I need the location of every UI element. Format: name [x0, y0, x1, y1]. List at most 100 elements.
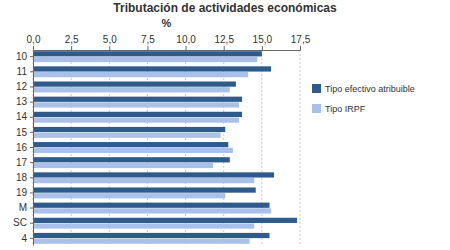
bar	[33, 87, 230, 92]
tick-label: 4	[21, 233, 27, 244]
tick-mark	[186, 46, 187, 50]
tick: 17	[16, 157, 33, 168]
tick: 10	[16, 51, 33, 62]
bar	[33, 208, 271, 213]
tick-mark	[30, 117, 33, 118]
tick: 12	[16, 81, 33, 92]
bar	[33, 51, 262, 56]
legend-label: Tipo IRPF	[325, 104, 366, 114]
tick-label: 16	[16, 142, 28, 153]
tick-label: 0,0	[27, 34, 41, 45]
tick-mark	[30, 162, 33, 163]
tick-label: 7,5	[141, 34, 155, 45]
bar	[33, 117, 239, 122]
grid-line	[261, 50, 262, 245]
tick-label: 17	[16, 157, 28, 168]
tick-label: 2,5	[65, 34, 79, 45]
bar	[33, 112, 242, 117]
tick-label: 13	[16, 96, 28, 107]
tick-mark	[30, 223, 33, 224]
tick-mark	[30, 71, 33, 72]
tick-label: 5,0	[103, 34, 117, 45]
bar	[33, 233, 269, 238]
tick: 5,0	[103, 34, 117, 50]
tick-mark	[30, 238, 33, 239]
bar	[33, 218, 297, 223]
legend-swatch	[312, 104, 321, 113]
bar	[33, 193, 225, 198]
grid-line	[109, 50, 110, 245]
tick: 18	[16, 172, 33, 183]
tick: 0,0	[27, 34, 41, 50]
tick: 14	[16, 111, 33, 122]
bar	[33, 172, 274, 177]
tick-mark	[30, 86, 33, 87]
tick-mark	[147, 46, 148, 50]
grid	[33, 50, 300, 245]
legend-label: Tipo efectivo atribuible	[325, 84, 415, 94]
tick-mark	[224, 46, 225, 50]
axis-line	[34, 50, 301, 51]
tick: SC	[13, 217, 33, 228]
tick: 15,0	[253, 34, 273, 50]
tick-mark	[30, 102, 33, 103]
tick: 12,5	[214, 34, 234, 50]
tick-label: 15,0	[253, 34, 273, 45]
bar	[33, 223, 254, 228]
tick: 11	[17, 66, 33, 77]
tick-label: SC	[13, 217, 27, 228]
bar	[33, 239, 250, 244]
bar	[33, 102, 239, 107]
tick-label: 12,5	[214, 34, 234, 45]
tick: 7,5	[141, 34, 155, 50]
tick: 13	[16, 96, 33, 107]
tick-label: 11	[17, 66, 28, 77]
tick-label: 18	[16, 172, 28, 183]
chart: Tributación de actividades económicas 0,0…	[0, 0, 450, 250]
bar	[33, 81, 236, 86]
tick-label: 14	[16, 111, 28, 122]
grid-line	[300, 50, 301, 245]
bar	[33, 142, 228, 147]
bar	[33, 178, 254, 183]
grid-line	[223, 50, 224, 245]
tick-mark	[33, 46, 34, 50]
tick: 16	[16, 142, 33, 153]
grid-line	[71, 50, 72, 245]
tick: 4	[21, 233, 33, 244]
tick-mark	[30, 208, 33, 209]
tick-mark	[30, 192, 33, 193]
tick-label: 15	[16, 127, 28, 138]
tick-label: 10,0	[176, 34, 196, 45]
legend-swatch	[312, 84, 321, 93]
grid-line	[147, 50, 148, 245]
bar	[33, 127, 225, 132]
bar	[33, 148, 233, 153]
tick-label: 12	[16, 81, 28, 92]
tick-mark	[30, 147, 33, 148]
tick-label: 10	[16, 51, 28, 62]
axis-line	[33, 51, 34, 246]
tick-mark	[30, 56, 33, 57]
x-axis: 0,0 2,5 5,0 7,5 10,0 12,5 15,0 17,5	[27, 34, 311, 51]
bar	[33, 203, 269, 208]
axis-title: %	[162, 17, 172, 29]
bar	[33, 72, 248, 77]
grid-line	[185, 50, 186, 245]
tick-mark	[300, 46, 301, 50]
tick: 17,5	[291, 34, 311, 50]
tick: 19	[16, 187, 33, 198]
tick-mark	[109, 46, 110, 50]
tick-mark	[71, 46, 72, 50]
bars	[33, 51, 297, 244]
bar	[33, 187, 256, 192]
bar	[33, 57, 257, 62]
title: Tributación de actividades económicas	[113, 1, 337, 15]
tick: 10,0	[176, 34, 196, 50]
y-axis: 10111213141516171819MSC4	[13, 51, 33, 246]
bar	[33, 133, 221, 138]
bar	[33, 66, 271, 71]
legend-item: Tipo efectivo atribuible	[312, 84, 415, 94]
plot: 0,0 2,5 5,0 7,5 10,0 12,5 15,0 17,5 10 11 12 13 14 15…	[13, 34, 311, 246]
tick: 2,5	[65, 34, 79, 50]
